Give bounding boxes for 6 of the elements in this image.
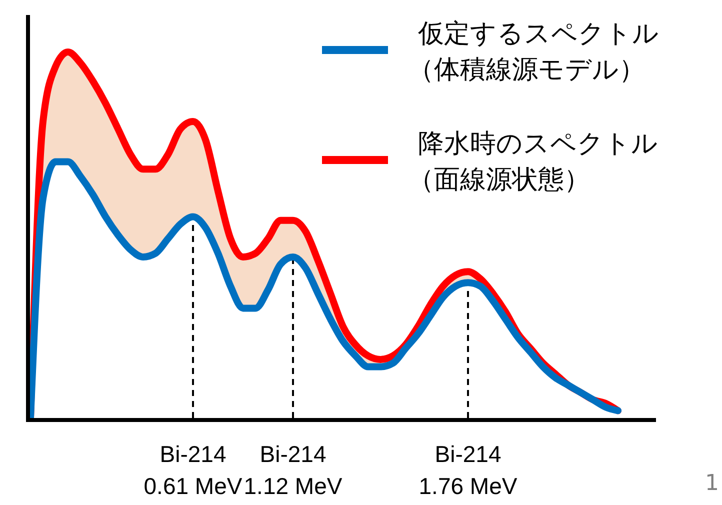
text: 1	[705, 471, 719, 496]
x-tick-label: Bi-214 1.76 MeV	[418, 441, 518, 499]
legend-label: 仮定するスペクトル（体積線源モデル）	[408, 19, 659, 85]
legend-label: 降水時のスペクトル（面線源状態）	[408, 129, 658, 195]
x-tick-label: Bi-214 1.12 MeV	[244, 441, 343, 499]
x-tick-label: Bi-214 0.61 MeV	[144, 441, 243, 499]
